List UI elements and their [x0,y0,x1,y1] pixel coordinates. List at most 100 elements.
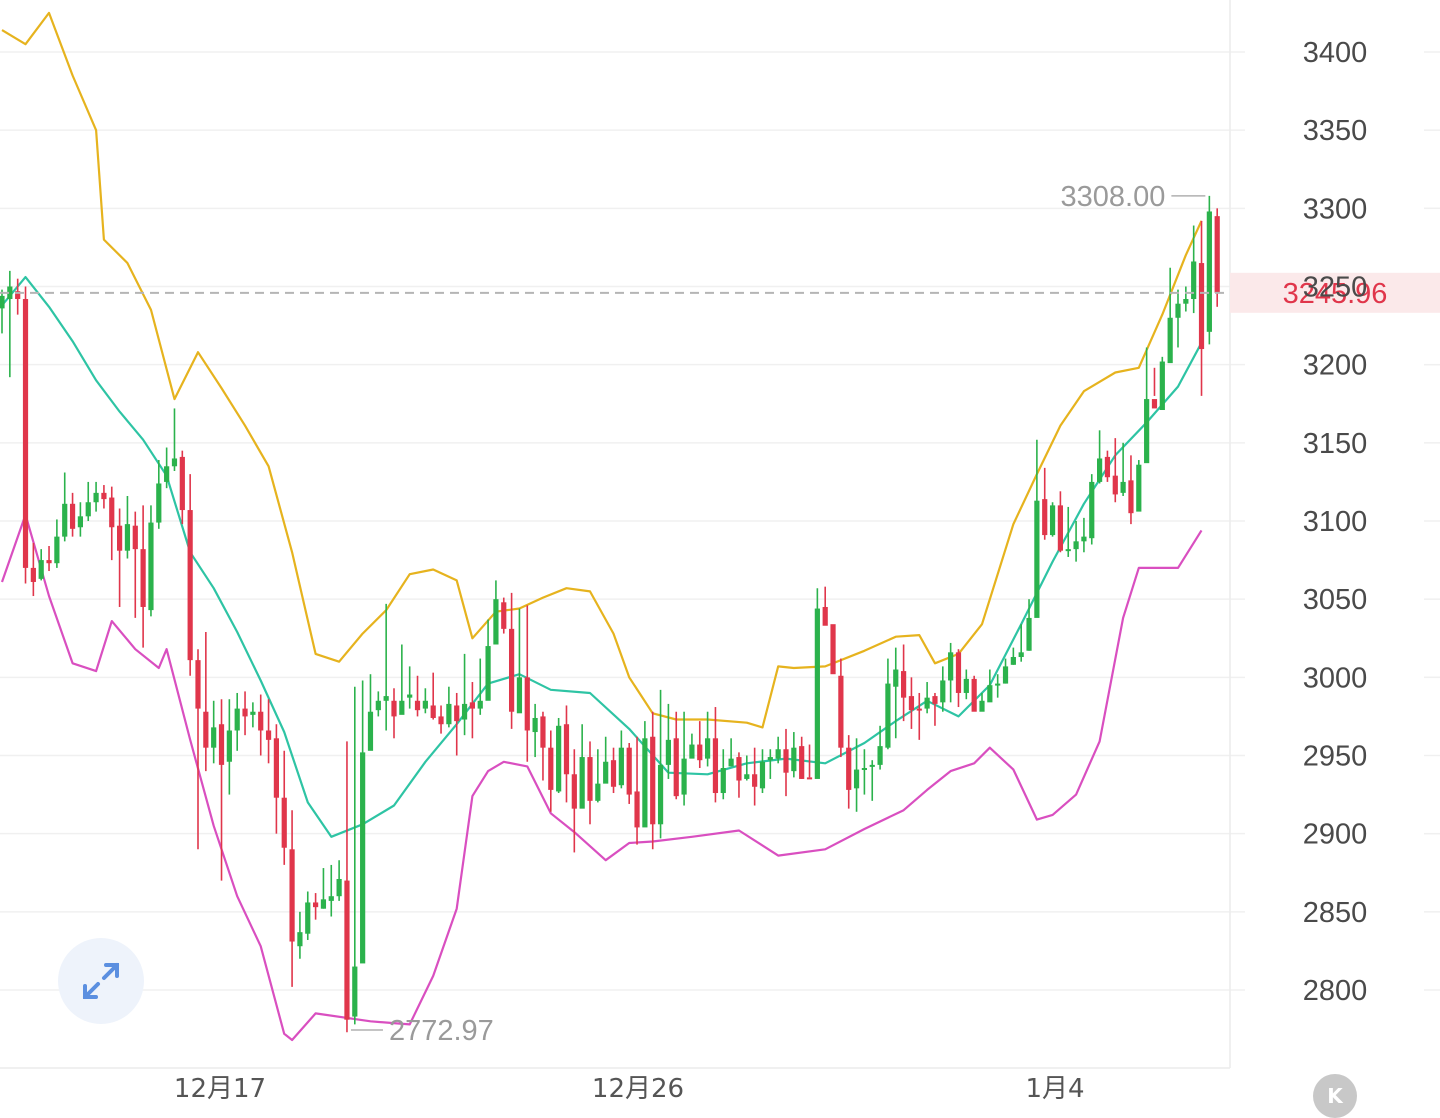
y-tick-label: 3000 [1303,662,1368,694]
candle-down [932,696,938,704]
candle-up [461,703,468,720]
y-tick-label: 2800 [1303,975,1368,1007]
candle-down [46,560,52,564]
candle-up [579,757,585,809]
candle-up [995,683,1001,686]
candle-down [901,671,907,698]
candle-up [211,727,217,748]
candle-up [759,761,766,789]
candle-up [642,738,648,828]
candle-up [93,492,99,503]
candle-down [524,677,530,731]
candle-down [1057,505,1063,551]
candle-up [1136,464,1142,512]
candle-down [806,777,813,780]
high-price-marker: 3308.00 [1061,181,1166,213]
x-date-label: 12月17 [174,1074,266,1104]
candle-up [885,683,891,748]
candle-up [1034,500,1040,618]
candle-up [728,758,734,767]
candle-up [234,708,240,731]
candle-up [603,761,609,784]
candle-up [775,749,781,759]
candle-down [563,724,570,775]
candle-down [634,791,640,828]
candle-up [85,502,91,517]
candle-up [320,899,327,909]
bollinger-bands [0,11,1203,1042]
expand-chart-button[interactable] [58,938,144,1024]
candle-down [673,738,679,797]
candle-up [1206,211,1212,332]
candle-down [438,716,444,725]
candle-up [375,700,381,711]
candle-up [485,646,491,701]
candle-down [242,708,248,717]
candle-down [650,736,656,825]
candle-up [1018,652,1024,658]
grid-lines [0,51,1440,991]
candle-down [540,716,546,748]
candle-down [971,678,977,712]
candle-up [924,697,930,709]
candle-up [156,483,162,523]
candle-up [336,879,342,897]
y-tick-label: 2950 [1303,741,1368,773]
candle-down [1151,399,1158,409]
candle-down [501,602,507,629]
candle-up [744,774,750,779]
candle-up [352,966,358,1017]
x-axis-date-labels: 12月17 12月26 1月4 [174,1074,1085,1104]
candle-up [681,758,687,795]
candle-down [203,711,209,748]
candle-down [509,628,515,712]
candle-up [360,752,366,964]
candle-down [587,757,593,801]
candle-down [454,705,460,722]
candle-up [77,516,83,528]
candle-down [15,291,21,300]
candle-down [736,757,742,781]
candle-down [344,880,350,1020]
middle-band-line [1,276,1203,838]
candle-up [877,746,883,765]
candle-up [1081,536,1087,542]
candle-up [556,725,562,792]
candle-down [179,456,185,511]
candle-up [493,599,499,645]
candle-down [697,744,703,761]
candle-up [1144,399,1150,464]
candle-down [289,849,295,942]
candle-down [313,902,319,908]
candle-down [916,708,922,711]
candle-up [532,717,538,733]
candle-up [7,286,13,300]
candle-down [218,724,225,765]
y-tick-label: 3200 [1303,350,1368,382]
y-tick-label: 3350 [1303,115,1368,147]
candle-up [1183,299,1189,304]
y-tick-label: 3100 [1303,506,1368,538]
candle-up [893,669,899,687]
candle-down [1104,456,1111,478]
candle-down [22,299,29,568]
candle-up [940,680,946,703]
candle-down [273,738,279,798]
candle-up [853,769,860,789]
candle-up [305,902,311,934]
candle-up [367,711,374,751]
candle-up [657,764,664,825]
candle-down [846,747,852,790]
candle-up [1002,666,1009,684]
candle-down [281,797,287,848]
candle-up [148,522,154,611]
current-price-background [1230,272,1440,313]
k-button[interactable]: K [1313,1074,1357,1118]
candle-down [1214,216,1220,293]
candle-up [477,700,483,709]
candle-up [618,747,624,786]
candle-up [861,768,867,771]
candle-up [1089,481,1095,539]
candle-up [407,694,413,698]
